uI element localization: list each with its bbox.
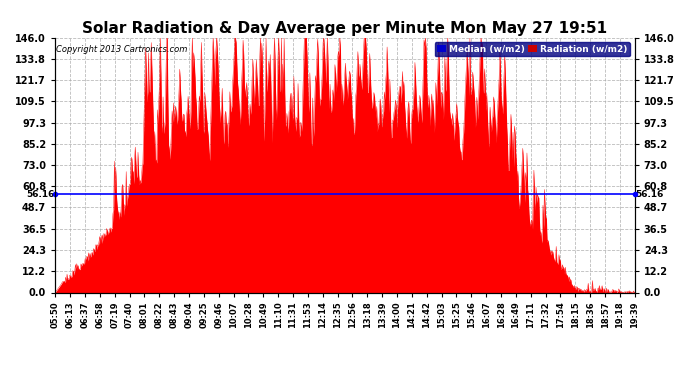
Text: 56.16: 56.16 [635,190,664,199]
Title: Solar Radiation & Day Average per Minute Mon May 27 19:51: Solar Radiation & Day Average per Minute… [82,21,608,36]
Text: Copyright 2013 Cartronics.com: Copyright 2013 Cartronics.com [57,45,188,54]
Text: 56.16: 56.16 [26,190,55,199]
Legend: Median (w/m2), Radiation (w/m2): Median (w/m2), Radiation (w/m2) [435,42,630,56]
